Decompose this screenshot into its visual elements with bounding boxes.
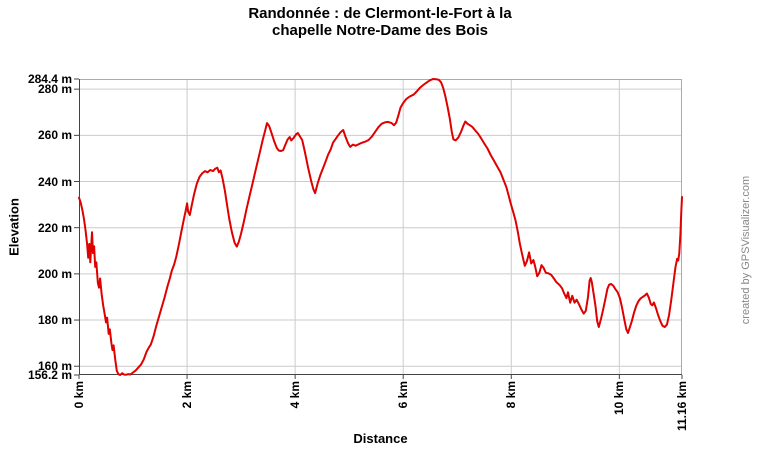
x-tick-label: 6 km xyxy=(396,381,411,409)
x-tick-label: 0 km xyxy=(72,381,86,409)
chart-title: Randonnée : de Clermont-le-Fort à la cha… xyxy=(0,5,760,39)
chart-title-line2: chapelle Notre-Dame des Bois xyxy=(272,22,488,39)
x-tick-label: 4 km xyxy=(288,381,303,409)
chart-title-line1: Randonnée : de Clermont-le-Fort à la xyxy=(248,5,512,22)
x-axis-title: Distance xyxy=(353,431,408,446)
y-tick-label: 200 m xyxy=(37,266,72,281)
x-tick-label: 8 km xyxy=(504,381,519,409)
x-tick-label: 10 km xyxy=(612,381,627,416)
x-tick-label: 2 km xyxy=(180,381,195,409)
y-tick-label: 280 m xyxy=(37,82,72,97)
elevation-chart-plot xyxy=(74,78,683,379)
y-tick-label: 260 m xyxy=(37,128,72,143)
y-tick-label: 240 m xyxy=(37,174,72,189)
y-tick-label: 156.2 m xyxy=(27,368,72,382)
y-tick-label: 220 m xyxy=(37,220,72,235)
y-tick-label: 160 m xyxy=(37,359,72,374)
gpsvisualizer-credit: created by GPSVisualizer.com xyxy=(740,175,752,325)
elevation-line xyxy=(78,78,683,376)
y-tick-label: 180 m xyxy=(37,313,72,328)
x-tick-label: 11.16 km xyxy=(675,381,689,432)
y-tick-label: 284.4 m xyxy=(27,72,72,86)
